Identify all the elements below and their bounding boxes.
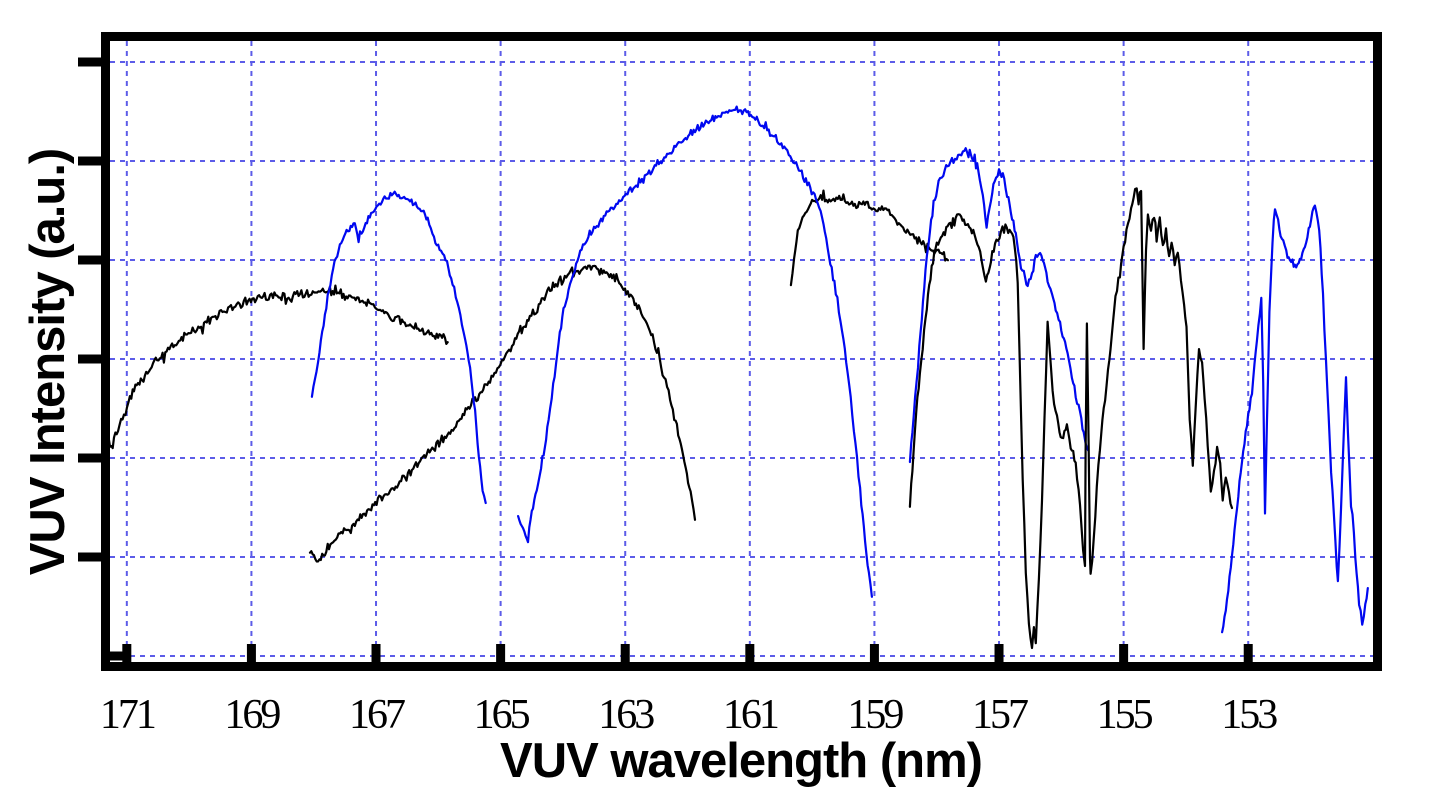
x-tick-165 — [496, 644, 506, 662]
y-tick-1 — [78, 156, 101, 166]
x-tick-label-159: 159 — [847, 692, 903, 738]
y-axis-title: VUV Intensity (a.u.) — [21, 149, 75, 576]
x-tick-159 — [869, 644, 879, 662]
x-tick-label-169: 169 — [224, 692, 280, 738]
curve-blue-curve-152nm — [1220, 204, 1369, 634]
x-tick-169 — [246, 644, 256, 662]
x-axis-title: VUV wavelength (nm) — [500, 734, 982, 788]
y-tick-6 — [110, 651, 130, 661]
x-tick-153 — [1243, 644, 1253, 662]
y-tick-0 — [78, 57, 101, 67]
x-tick-161 — [745, 644, 755, 662]
x-tick-label-155: 155 — [1097, 692, 1153, 738]
x-tick-167 — [371, 644, 381, 662]
x-tick-label-167: 167 — [349, 692, 405, 738]
plot-frame — [101, 32, 1382, 671]
curve-black-curve-163nm — [308, 264, 697, 563]
curve-blue-curve-157nm — [908, 147, 1090, 464]
y-tick-4 — [78, 453, 101, 463]
x-tick-label-161: 161 — [723, 692, 778, 738]
y-tick-5 — [78, 552, 101, 562]
curve-black-curve-156-155nm — [908, 187, 1234, 650]
y-tick-3 — [78, 354, 101, 364]
x-tick-155 — [1119, 644, 1129, 662]
y-tick-2 — [78, 255, 101, 265]
x-tick-label-157: 157 — [972, 692, 1028, 738]
curve-blue-curve-161nm — [516, 105, 874, 598]
x-tick-label-153: 153 — [1221, 692, 1277, 738]
x-tick-labels: 171 169 167 165 163 161 159 157 155 153 — [100, 692, 1280, 738]
data-curves — [110, 105, 1369, 650]
curve-blue-curve-167nm — [310, 190, 487, 505]
gridlines — [110, 41, 1373, 662]
x-tick-163 — [620, 644, 630, 662]
x-tick-label-165: 165 — [474, 692, 530, 738]
axis-ticks — [78, 57, 1253, 662]
x-tick-label-171: 171 — [100, 692, 155, 738]
x-tick-157 — [994, 644, 1004, 662]
x-tick-label-163: 163 — [598, 692, 654, 738]
curve-black-curve-169nm — [110, 284, 449, 450]
